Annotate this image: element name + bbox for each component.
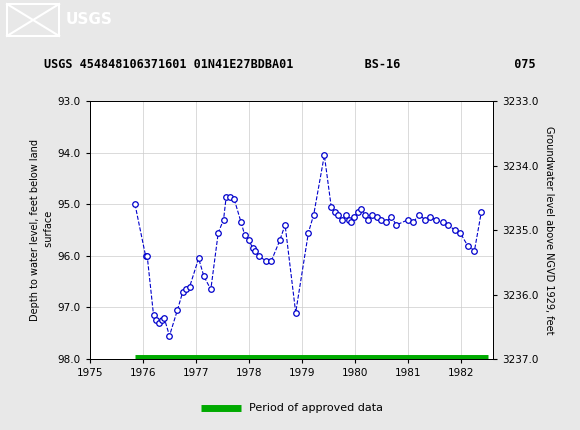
Bar [7, 4, 59, 36]
Text: USGS: USGS [66, 12, 113, 28]
Text: Period of approved data: Period of approved data [249, 403, 383, 413]
Text: USGS 454848106371601 01N41E27BDBA01          BS-16                075: USGS 454848106371601 01N41E27BDBA01 BS-1… [44, 58, 536, 71]
Y-axis label: Depth to water level, feet below land
 surface: Depth to water level, feet below land su… [30, 139, 53, 321]
Y-axis label: Groundwater level above NGVD 1929, feet: Groundwater level above NGVD 1929, feet [544, 126, 554, 334]
